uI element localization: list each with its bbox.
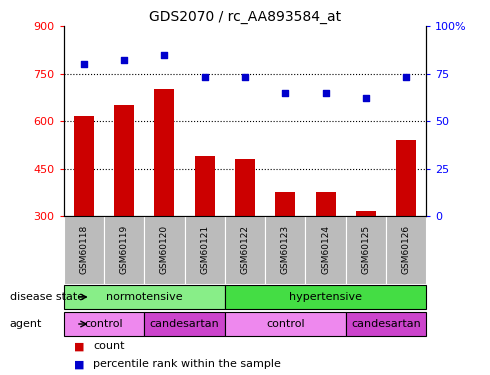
Bar xyxy=(144,216,185,284)
Point xyxy=(402,75,410,81)
Text: normotensive: normotensive xyxy=(106,292,183,302)
Bar xyxy=(225,312,346,336)
Text: candesartan: candesartan xyxy=(351,319,421,329)
Bar xyxy=(74,116,94,311)
Bar xyxy=(64,216,104,284)
Bar xyxy=(185,216,225,284)
Bar xyxy=(235,159,255,311)
Text: candesartan: candesartan xyxy=(149,319,220,329)
Text: count: count xyxy=(93,341,124,351)
Bar xyxy=(64,312,144,336)
Text: percentile rank within the sample: percentile rank within the sample xyxy=(93,359,281,369)
Text: GSM60122: GSM60122 xyxy=(241,225,249,274)
Text: GSM60126: GSM60126 xyxy=(402,225,411,274)
Text: GSM60121: GSM60121 xyxy=(200,225,209,274)
Point xyxy=(120,57,128,63)
Bar xyxy=(305,216,346,284)
Text: control: control xyxy=(266,319,305,329)
Bar xyxy=(356,211,376,311)
Bar xyxy=(346,312,426,336)
Point xyxy=(241,75,249,81)
Bar xyxy=(275,192,295,311)
Bar xyxy=(225,285,426,309)
Bar xyxy=(154,90,174,311)
Bar xyxy=(316,192,336,311)
Bar xyxy=(386,216,426,284)
Bar xyxy=(346,216,386,284)
Point xyxy=(321,90,329,96)
Point xyxy=(161,52,169,58)
Text: GSM60125: GSM60125 xyxy=(361,225,370,274)
Text: ■: ■ xyxy=(74,359,84,369)
Text: ■: ■ xyxy=(74,341,84,351)
Text: agent: agent xyxy=(10,319,42,329)
Point xyxy=(362,95,370,101)
Text: GSM60120: GSM60120 xyxy=(160,225,169,274)
Bar xyxy=(104,216,144,284)
Text: GSM60118: GSM60118 xyxy=(79,225,88,274)
Text: GSM60123: GSM60123 xyxy=(281,225,290,274)
Point xyxy=(80,61,88,67)
Text: disease state: disease state xyxy=(10,292,84,302)
Bar xyxy=(265,216,305,284)
Bar xyxy=(114,105,134,311)
Point xyxy=(281,90,289,96)
Text: control: control xyxy=(85,319,123,329)
Point xyxy=(201,75,209,81)
Title: GDS2070 / rc_AA893584_at: GDS2070 / rc_AA893584_at xyxy=(149,10,341,24)
Bar xyxy=(195,156,215,311)
Bar xyxy=(64,285,225,309)
Text: GSM60124: GSM60124 xyxy=(321,225,330,274)
Bar xyxy=(396,140,416,311)
Text: GSM60119: GSM60119 xyxy=(120,225,129,274)
Text: hypertensive: hypertensive xyxy=(289,292,362,302)
Bar xyxy=(144,312,225,336)
Bar xyxy=(225,216,265,284)
